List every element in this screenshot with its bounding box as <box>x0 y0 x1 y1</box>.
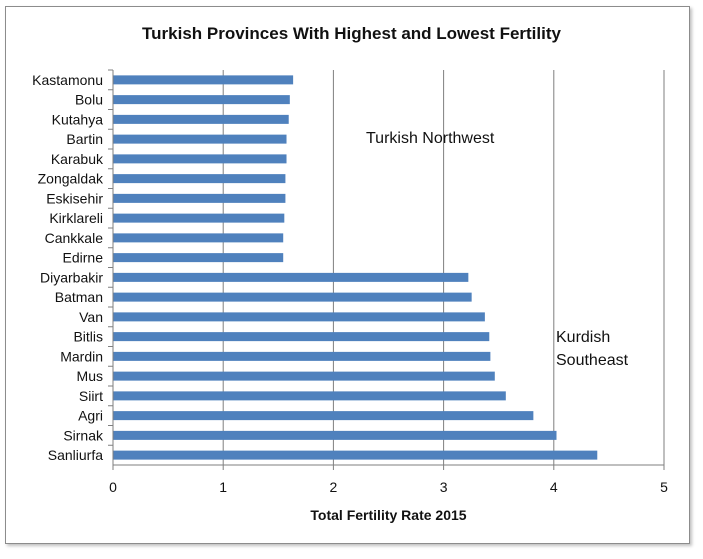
x-tick-label: 3 <box>440 479 448 495</box>
x-tick-label: 0 <box>109 479 117 495</box>
category-label: Batman <box>55 289 103 305</box>
bar <box>113 154 287 164</box>
category-label: Mus <box>77 368 103 384</box>
bar <box>113 391 506 401</box>
category-label: Karabuk <box>51 151 104 167</box>
x-axis-title: Total Fertility Rate 2015 <box>310 507 467 523</box>
category-label: Bartin <box>66 131 103 147</box>
category-label: Zongaldak <box>38 171 104 187</box>
category-label: Sirnak <box>63 427 104 443</box>
category-label: Agri <box>78 408 103 424</box>
category-label: Siirt <box>79 388 103 404</box>
bar <box>113 351 491 361</box>
annotation-turkish-northwest: Turkish Northwest <box>366 130 495 147</box>
bar <box>113 292 472 302</box>
bar <box>113 114 289 124</box>
bar <box>113 213 285 223</box>
bar <box>113 411 534 421</box>
bar <box>113 450 598 460</box>
bar <box>113 312 485 322</box>
category-label: Cankkale <box>45 230 104 246</box>
category-label: Bolu <box>75 92 103 108</box>
bar <box>113 193 286 203</box>
bar <box>113 253 284 263</box>
bar <box>113 233 284 243</box>
category-label: Van <box>79 309 103 325</box>
category-label: Diyarbakir <box>40 269 103 285</box>
annotation-kurdish: Kurdish <box>556 329 610 346</box>
x-tick-label: 1 <box>219 479 227 495</box>
annotation-southeast: Southeast <box>556 352 629 369</box>
bar <box>113 134 287 144</box>
bar <box>113 75 294 85</box>
category-label: Mardin <box>60 348 103 364</box>
category-label: Kastamonu <box>32 72 103 88</box>
category-label: Eskisehir <box>46 190 103 206</box>
bar <box>113 272 469 282</box>
bar <box>113 174 286 184</box>
bar <box>113 430 557 440</box>
bar <box>113 332 490 342</box>
x-tick-label: 4 <box>550 479 558 495</box>
category-label: Bitlis <box>73 329 103 345</box>
category-label: Edirne <box>63 250 104 266</box>
bar <box>113 95 290 105</box>
chart-title: Turkish Provinces With Highest and Lowes… <box>142 24 561 43</box>
x-tick-label: 5 <box>660 479 668 495</box>
category-label: Kirklareli <box>49 210 103 226</box>
category-label: Sanliurfa <box>48 447 103 463</box>
bar <box>113 371 495 381</box>
x-tick-label: 2 <box>330 479 338 495</box>
category-label: Kutahya <box>52 111 104 127</box>
